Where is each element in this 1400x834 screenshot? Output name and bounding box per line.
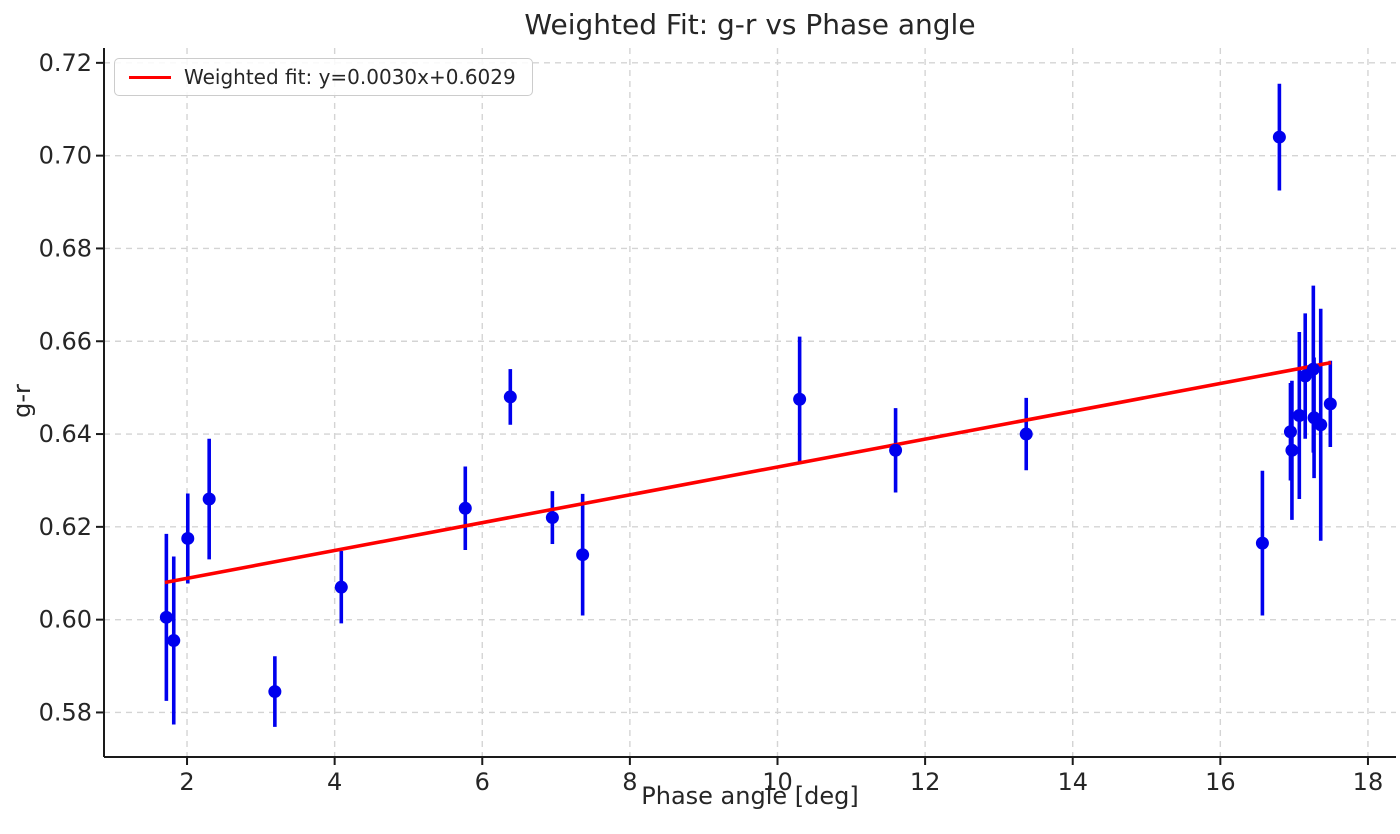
data-point	[503, 390, 517, 404]
x-tick-label: 18	[1353, 768, 1384, 796]
data-point	[1323, 397, 1337, 411]
y-tick-label: 0.58	[39, 698, 92, 726]
data-point	[1283, 425, 1297, 439]
data-point	[159, 610, 173, 624]
y-tick-label: 0.72	[39, 49, 92, 77]
data-point	[458, 501, 472, 515]
data-point	[793, 392, 807, 406]
y-tick-label: 0.60	[39, 606, 92, 634]
data-point	[181, 531, 195, 545]
y-tick-label: 0.68	[39, 234, 92, 262]
data-point	[334, 580, 348, 594]
x-tick-label: 2	[179, 768, 194, 796]
data-point	[1285, 443, 1299, 457]
x-tick-label: 12	[910, 768, 941, 796]
x-tick-label: 4	[327, 768, 342, 796]
x-axis-label: Phase angle [deg]	[641, 782, 859, 810]
y-tick-label: 0.70	[39, 142, 92, 170]
x-tick-label: 14	[1057, 768, 1088, 796]
x-tick-label: 16	[1205, 768, 1236, 796]
data-point	[545, 511, 559, 525]
data-point	[268, 685, 282, 699]
x-tick-label: 6	[475, 768, 490, 796]
data-point	[1306, 362, 1320, 376]
data-point	[1292, 408, 1306, 422]
x-tick-label: 10	[762, 768, 793, 796]
y-tick-label: 0.66	[39, 327, 92, 355]
legend-fit-line-sample	[129, 75, 171, 79]
x-tick-label: 8	[622, 768, 637, 796]
data-point	[889, 443, 903, 457]
data-point	[576, 548, 590, 562]
y-tick-label: 0.64	[39, 420, 92, 448]
y-axis-label: g-r	[8, 384, 36, 418]
fit-line	[164, 360, 1332, 585]
y-tick-label: 0.62	[39, 513, 92, 541]
data-point	[1272, 130, 1286, 144]
data-point	[1314, 418, 1328, 432]
data-point	[167, 634, 181, 648]
data-point	[1255, 536, 1269, 550]
data-point	[202, 492, 216, 506]
chart-title: Weighted Fit: g-r vs Phase angle	[524, 8, 976, 41]
legend: Weighted fit: y=0.0030x+0.6029	[114, 58, 533, 96]
data-point	[1019, 427, 1033, 441]
legend-fit-label: Weighted fit: y=0.0030x+0.6029	[184, 65, 516, 89]
